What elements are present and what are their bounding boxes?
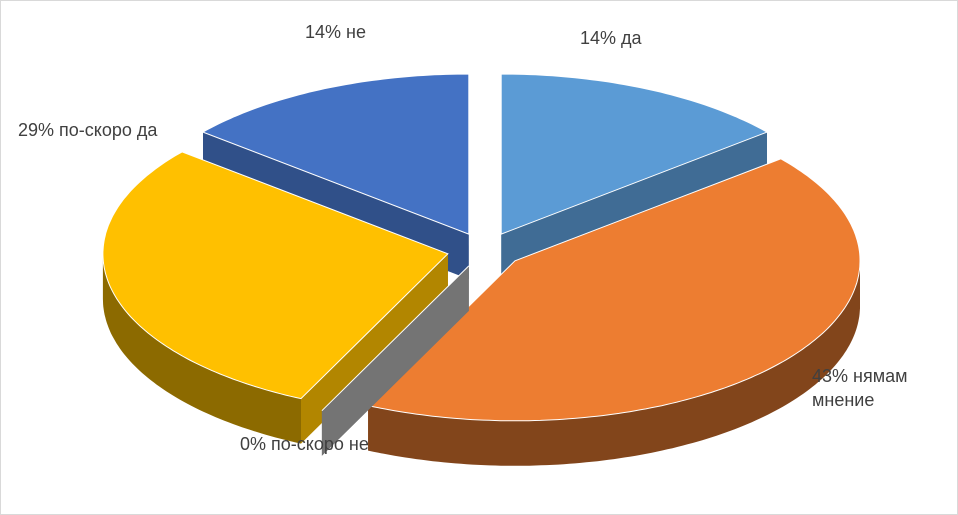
category-label: нямам мнение xyxy=(812,366,908,410)
value-label: 29% xyxy=(18,120,55,140)
slice xyxy=(321,265,470,412)
slice-label: 0% по-скоро не xyxy=(240,432,369,456)
category-label: по-скоро не xyxy=(271,434,369,454)
category-label: да xyxy=(621,28,642,48)
category-label: по-скоро да xyxy=(59,120,158,140)
slice-side xyxy=(368,260,860,466)
slice-label: 29% по-скоро да xyxy=(18,118,157,142)
slice xyxy=(201,73,470,235)
slice-label: 14% не xyxy=(305,20,366,44)
category-label: не xyxy=(346,22,366,42)
slice-label: 43% нямам мнение xyxy=(812,364,932,412)
slice xyxy=(367,158,861,422)
slice xyxy=(102,151,449,400)
slice-side xyxy=(102,253,302,444)
slice xyxy=(500,73,769,235)
value-label: 43% xyxy=(812,366,849,386)
slice-edge-wall xyxy=(321,265,469,456)
value-label: 14% xyxy=(580,28,617,48)
slice-label: 14% да xyxy=(580,26,642,50)
value-label: 14% xyxy=(305,22,342,42)
value-label: 0% xyxy=(240,434,267,454)
